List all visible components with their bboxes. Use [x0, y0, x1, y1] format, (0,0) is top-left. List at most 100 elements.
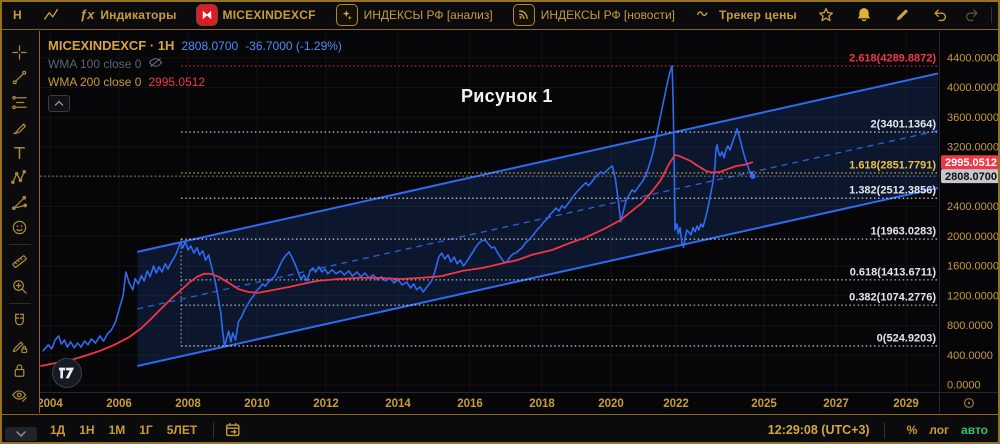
symbol-button[interactable]: MICEXINDEXCF — [190, 4, 323, 25]
brush-tool-icon[interactable] — [6, 115, 34, 140]
toolbar-collapse-button[interactable] — [5, 427, 37, 441]
time-tick-label: 2006 — [106, 398, 132, 410]
fib-level-label: 0.382(1074.2776) — [849, 292, 936, 304]
time-tick-label: 2027 — [823, 398, 849, 410]
go-to-date-button[interactable] — [224, 421, 242, 439]
price-series-line — [42, 65, 754, 352]
toolbar-divider — [883, 421, 885, 438]
range-button-1Г[interactable]: 1Г — [139, 422, 153, 437]
legend-wma200-row[interactable]: WMA 200 close 0 2995.0512 — [48, 75, 206, 89]
price-tick-label: 2000.0000 — [947, 231, 999, 243]
fib-level-label: 2.618(4289.8872) — [849, 52, 936, 64]
trend-line-tool-icon[interactable] — [6, 65, 34, 90]
time-tick-label: 2010 — [244, 398, 270, 410]
bottom-toolbar: 1Д 1Н 1М 1Г 5ЛЕТ 12:29:08 (UTC+3) % лог авто — [0, 414, 1000, 444]
marker-pen-icon — [893, 6, 911, 24]
top-toolbar: Н ƒx Индикаторы MICEXINDEXCF ИНДЕКСЫ — [0, 0, 1000, 30]
watchlist-star-button[interactable] — [810, 6, 842, 24]
price-tick-label: 4000.0000 — [947, 82, 999, 94]
time-tick-label: 2014 — [385, 398, 411, 410]
hide-drawings-tool-icon[interactable] — [6, 383, 34, 408]
analysis-sparkle-icon — [335, 3, 358, 26]
time-tick-label: 2016 — [457, 398, 483, 410]
toolbar-divider — [990, 6, 992, 23]
time-tick-label: 2029 — [893, 398, 919, 410]
lock-tool-icon[interactable] — [6, 358, 34, 383]
tradingview-logo[interactable] — [52, 358, 82, 388]
magnet-tool-icon[interactable] — [6, 308, 34, 333]
price-axis-badge — [941, 155, 999, 170]
time-tick-label: 2020 — [598, 398, 624, 410]
range-buttons: 1Д 1Н 1М 1Г 5ЛЕТ — [50, 421, 211, 439]
news-button[interactable]: ИНДЕКСЫ РФ [новости] — [506, 3, 682, 26]
price-tick-label: 800.0000 — [947, 320, 993, 332]
interval-button[interactable]: Н — [13, 7, 22, 22]
price-axis-badge-label: 2808.0700 — [945, 171, 997, 183]
xabcd-pattern-tool-icon[interactable] — [6, 165, 34, 190]
ruler-tool-icon[interactable] — [6, 249, 34, 274]
text-tool-icon[interactable] — [6, 140, 34, 165]
legend-symbol: MICEXINDEXCF · 1H — [48, 38, 175, 53]
settings-button[interactable] — [995, 5, 1000, 24]
moex-logo-icon — [196, 4, 217, 25]
log-scale-toggle[interactable]: лог — [929, 422, 950, 437]
fib-level-label: 0(524.9203) — [877, 332, 937, 344]
session-clock[interactable]: 12:29:08 (UTC+3) — [767, 422, 870, 437]
series-end-dot — [750, 173, 756, 179]
legend-collapse-button[interactable] — [48, 95, 70, 112]
crosshair-tool-icon[interactable] — [6, 40, 34, 65]
wma200-series-line — [40, 153, 754, 367]
draw-marker-button[interactable] — [886, 6, 918, 24]
rss-news-icon — [512, 3, 535, 26]
percent-scale-toggle[interactable]: % — [906, 422, 918, 437]
price-tick-label: 2400.0000 — [947, 201, 999, 213]
legend-symbol-row[interactable]: MICEXINDEXCF · 1H 2808.0700 -36.7000 (-1… — [48, 37, 342, 55]
price-axis-badge — [941, 169, 999, 184]
time-tick-label: 2022 — [663, 398, 689, 410]
axis-settings-icon-dot — [967, 401, 971, 405]
zoom-in-tool-icon[interactable] — [6, 274, 34, 299]
price-tick-label: 1600.0000 — [947, 261, 999, 273]
fib-level-label: 0.618(1413.6711) — [850, 266, 937, 278]
range-button-1М[interactable]: 1М — [108, 422, 126, 437]
undo-button[interactable] — [924, 6, 956, 24]
price-tick-label: 4400.0000 — [947, 52, 999, 64]
chart-canvas: 2.618(4289.8872) 2(3401.1364) 1.618(2851.7… — [40, 31, 1000, 413]
price-tick-label: 3200.0000 — [947, 142, 999, 154]
line-chart-icon — [42, 6, 60, 24]
fx-icon: ƒx — [79, 7, 95, 22]
toolbar-divider — [213, 421, 215, 438]
auto-scale-toggle[interactable]: авто — [961, 422, 988, 437]
forecast-tool-icon[interactable] — [6, 190, 34, 215]
chart-pane[interactable]: 2.618(4289.8872) 2(3401.1364) 1.618(2851.7… — [40, 31, 1000, 413]
legend-wma100-row[interactable]: WMA 100 close 0 — [48, 55, 342, 73]
fib-retracement-tool-icon[interactable] — [6, 90, 34, 115]
price-tracker-button[interactable]: Трекер цены — [688, 6, 804, 23]
analysis-button[interactable]: ИНДЕКСЫ РФ [анализ] — [329, 3, 500, 26]
trend-channel-bottom-line[interactable] — [137, 186, 939, 368]
chart-style-button[interactable] — [35, 6, 67, 24]
indicators-button[interactable]: ƒx Индикаторы — [79, 7, 177, 22]
redo-button[interactable] — [956, 6, 988, 24]
range-button-1Н[interactable]: 1Н — [79, 422, 95, 437]
price-tick-label: 400.0000 — [947, 350, 993, 362]
bell-icon — [855, 6, 873, 24]
sidebar-divider — [8, 303, 31, 304]
fib-level-label: 2(3401.1364) — [871, 119, 937, 131]
time-tick-label: 2012 — [313, 398, 339, 410]
sidebar-divider — [8, 244, 31, 245]
legend-wma200-value: 2995.0512 — [148, 75, 206, 89]
axis-settings-icon[interactable] — [963, 397, 975, 409]
range-button-1Д[interactable]: 1Д — [50, 422, 66, 437]
emoji-tool-icon[interactable] — [6, 215, 34, 240]
alerts-bell-button[interactable] — [848, 6, 880, 24]
undo-arrow-icon — [931, 6, 949, 24]
fib-level-label: 1.618(2851.7791) — [849, 159, 936, 171]
range-button-5ЛЕТ[interactable]: 5ЛЕТ — [166, 422, 198, 437]
eye-hidden-icon[interactable] — [148, 55, 163, 73]
price-tick-label: 1200.0000 — [947, 290, 999, 302]
drawing-lock-tool-icon[interactable] — [6, 333, 34, 358]
trend-channel-top-line[interactable] — [137, 72, 939, 253]
star-icon — [817, 6, 835, 24]
